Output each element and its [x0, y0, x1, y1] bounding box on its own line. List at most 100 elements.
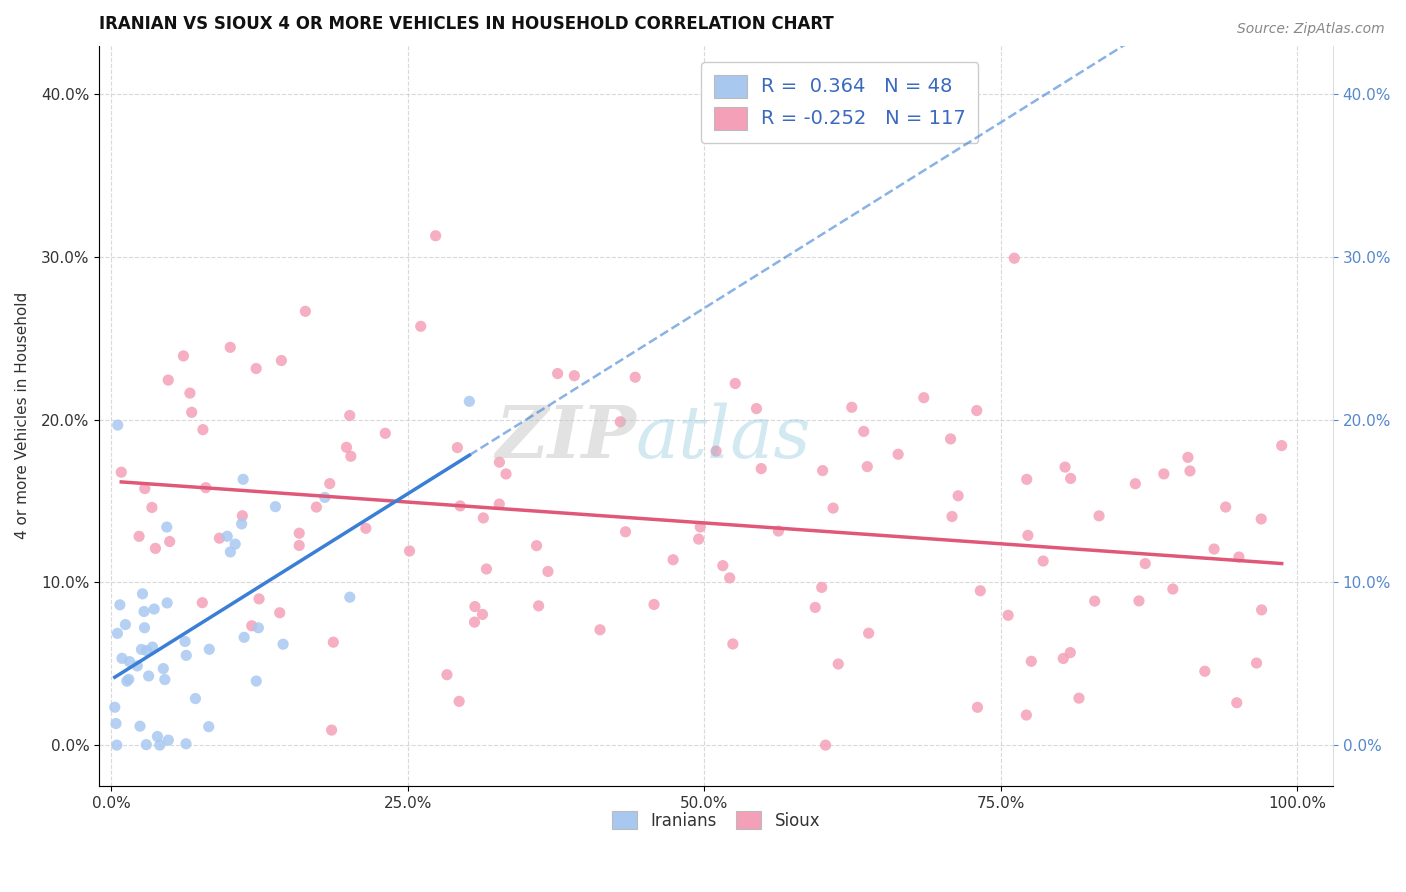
Point	[105, 716, 128, 731]
Point	[887, 447, 910, 461]
Point	[247, 591, 270, 606]
Point	[946, 489, 969, 503]
Point	[969, 583, 991, 598]
Point	[398, 544, 420, 558]
Point	[153, 673, 176, 687]
Point	[184, 691, 207, 706]
Point	[191, 596, 214, 610]
Point	[1250, 512, 1272, 526]
Point	[436, 667, 458, 681]
Point	[609, 415, 631, 429]
Point	[941, 509, 963, 524]
Point	[643, 598, 665, 612]
Point	[488, 455, 510, 469]
Point	[749, 461, 772, 475]
Point	[108, 598, 131, 612]
Point	[131, 642, 153, 657]
Point	[104, 700, 127, 714]
Point	[1123, 476, 1146, 491]
Point	[264, 500, 287, 514]
Point	[939, 432, 962, 446]
Point	[1021, 654, 1043, 668]
Point	[475, 562, 498, 576]
Point	[495, 467, 517, 481]
Text: ZIP: ZIP	[495, 402, 636, 474]
Point	[1226, 696, 1249, 710]
Point	[340, 450, 363, 464]
Point	[1271, 439, 1294, 453]
Text: atlas: atlas	[636, 402, 811, 473]
Point	[562, 368, 585, 383]
Point	[129, 719, 152, 733]
Point	[804, 600, 827, 615]
Point	[231, 516, 253, 531]
Point	[856, 459, 879, 474]
Point	[219, 545, 242, 559]
Point	[1088, 508, 1111, 523]
Point	[449, 694, 471, 708]
Point	[152, 662, 174, 676]
Point	[488, 497, 510, 511]
Point	[224, 537, 246, 551]
Point	[662, 553, 685, 567]
Point	[589, 623, 612, 637]
Point	[319, 476, 342, 491]
Point	[724, 376, 747, 391]
Text: IRANIAN VS SIOUX 4 OR MORE VEHICLES IN HOUSEHOLD CORRELATION CHART: IRANIAN VS SIOUX 4 OR MORE VEHICLES IN H…	[100, 15, 834, 33]
Point	[145, 541, 167, 556]
Point	[1067, 691, 1090, 706]
Y-axis label: 4 or more Vehicles in Household: 4 or more Vehicles in Household	[15, 292, 30, 540]
Point	[711, 558, 734, 573]
Point	[107, 418, 129, 433]
Point	[157, 733, 180, 747]
Point	[111, 651, 134, 665]
Point	[174, 634, 197, 648]
Point	[107, 626, 129, 640]
Point	[1178, 464, 1201, 478]
Point	[526, 539, 548, 553]
Point	[745, 401, 768, 416]
Point	[1227, 549, 1250, 564]
Point	[179, 386, 201, 401]
Point	[270, 353, 292, 368]
Point	[198, 642, 221, 657]
Point	[997, 608, 1019, 623]
Point	[128, 529, 150, 543]
Point	[768, 524, 790, 538]
Point	[425, 228, 447, 243]
Point	[614, 524, 637, 539]
Point	[294, 304, 316, 318]
Point	[217, 529, 239, 543]
Point	[704, 444, 727, 458]
Point	[132, 605, 155, 619]
Point	[688, 532, 710, 546]
Point	[1084, 594, 1107, 608]
Point	[138, 669, 160, 683]
Point	[335, 440, 357, 454]
Point	[1015, 708, 1038, 723]
Point	[1215, 500, 1237, 514]
Legend: Iranians, Sioux: Iranians, Sioux	[605, 805, 827, 837]
Point	[159, 534, 181, 549]
Point	[271, 637, 294, 651]
Point	[134, 482, 156, 496]
Point	[547, 367, 569, 381]
Point	[1177, 450, 1199, 465]
Point	[233, 630, 256, 644]
Point	[823, 501, 845, 516]
Point	[114, 617, 136, 632]
Point	[127, 659, 149, 673]
Point	[689, 520, 711, 534]
Point	[472, 511, 495, 525]
Point	[156, 520, 179, 534]
Point	[1002, 251, 1025, 265]
Point	[197, 720, 219, 734]
Point	[174, 648, 197, 663]
Point	[966, 700, 988, 714]
Point	[858, 626, 880, 640]
Point	[354, 521, 377, 535]
Point	[624, 370, 647, 384]
Point	[1128, 594, 1150, 608]
Point	[174, 737, 197, 751]
Point	[1015, 472, 1038, 486]
